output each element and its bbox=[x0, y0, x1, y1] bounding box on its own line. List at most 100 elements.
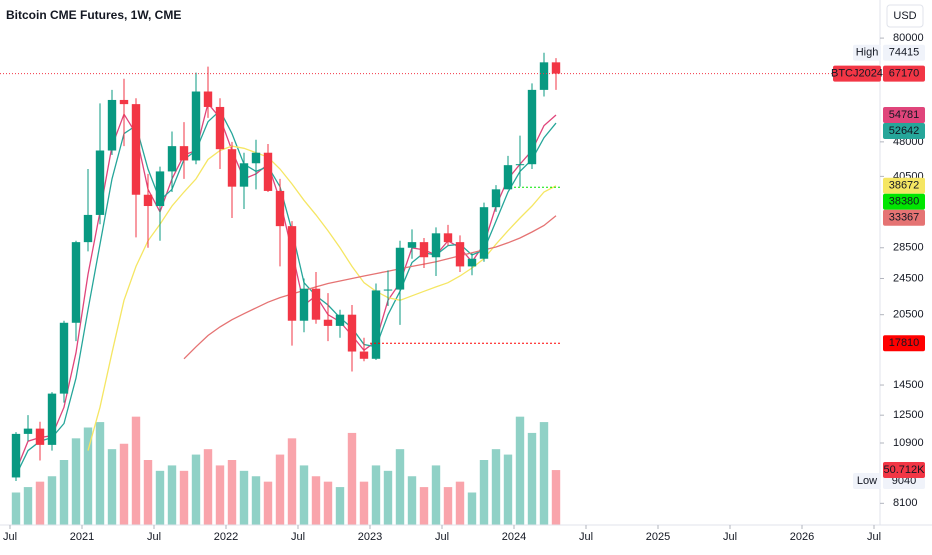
volume-bar bbox=[335, 487, 345, 525]
candle-body bbox=[335, 314, 345, 326]
price-tag-box bbox=[883, 209, 925, 226]
volume-bar bbox=[347, 432, 357, 525]
candle-body bbox=[275, 190, 285, 227]
y-tick-label: 80000 bbox=[893, 32, 924, 44]
y-tick-label: 8100 bbox=[893, 497, 917, 509]
volume-tag-box bbox=[883, 462, 925, 479]
candle-body bbox=[107, 99, 117, 151]
candle-body bbox=[527, 89, 537, 165]
currency[interactable]: USD bbox=[893, 10, 916, 22]
y-tick-label: 20500 bbox=[893, 309, 924, 321]
y-tick-label: 12500 bbox=[893, 409, 924, 421]
candle-body bbox=[347, 314, 357, 352]
price-tag: 52642 bbox=[889, 125, 920, 137]
volume-bar bbox=[527, 432, 537, 525]
volume-bar bbox=[275, 454, 285, 525]
low-label-box bbox=[853, 473, 881, 490]
moving-average bbox=[15, 109, 557, 476]
candle-body bbox=[23, 428, 33, 434]
candle-body bbox=[59, 322, 69, 394]
candle-body bbox=[239, 163, 249, 187]
candle-body bbox=[395, 247, 405, 290]
candle-body bbox=[299, 288, 309, 321]
x-tick-label: Jul bbox=[3, 531, 17, 543]
chart-title: Bitcoin CME Futures, 1W, CME bbox=[6, 8, 181, 22]
candle-body bbox=[11, 433, 21, 478]
volume-bar bbox=[95, 422, 105, 525]
candle-body bbox=[503, 165, 513, 190]
candle-body bbox=[479, 207, 489, 259]
candle-body bbox=[431, 233, 441, 258]
volume-bar bbox=[23, 487, 33, 525]
candle-body bbox=[551, 62, 561, 74]
price-tag: 33367 bbox=[889, 212, 920, 224]
candle-body bbox=[95, 150, 105, 215]
symbol-tag: BTCJ2024 bbox=[831, 68, 883, 80]
volume-bar bbox=[467, 492, 477, 525]
volume-bar bbox=[83, 427, 93, 525]
volume-bar bbox=[551, 470, 561, 525]
candle-body bbox=[407, 242, 417, 248]
volume-bar bbox=[47, 476, 57, 525]
volume-bar bbox=[311, 476, 321, 525]
price-tag-box bbox=[883, 107, 925, 124]
y-tick-label: 10900 bbox=[893, 437, 924, 449]
candle-body bbox=[359, 351, 369, 359]
price-tag-box bbox=[883, 335, 925, 352]
volume-bar bbox=[59, 460, 69, 525]
volume-bar bbox=[479, 460, 489, 525]
price-tag: 38672 bbox=[889, 180, 920, 192]
x-tick-label: Jul bbox=[723, 531, 737, 543]
candle-body bbox=[131, 104, 141, 195]
volume-bar bbox=[359, 481, 369, 525]
x-tick-label: Jul bbox=[435, 531, 449, 543]
price-tag: 54781 bbox=[889, 109, 920, 121]
volume-bar bbox=[179, 470, 189, 525]
currency-button[interactable] bbox=[886, 4, 924, 28]
candle-body bbox=[323, 319, 333, 326]
volume-bar bbox=[215, 465, 225, 525]
high-label: High bbox=[856, 47, 879, 59]
volume-bar bbox=[203, 449, 213, 525]
candle-body bbox=[215, 106, 225, 150]
x-tick-label: 2026 bbox=[790, 531, 814, 543]
symbol-tag-box bbox=[833, 65, 881, 82]
candle-body bbox=[71, 242, 81, 323]
volume-bar bbox=[167, 465, 177, 525]
candle-body bbox=[143, 194, 153, 207]
plot-area bbox=[11, 52, 562, 525]
x-tick-label: Jul bbox=[291, 531, 305, 543]
volume-bar bbox=[287, 438, 297, 525]
volume-bar bbox=[455, 481, 465, 525]
volume-bar bbox=[395, 449, 405, 525]
candle-body bbox=[287, 226, 297, 321]
moving-average bbox=[87, 145, 557, 451]
x-tick-label: 2023 bbox=[358, 531, 382, 543]
volume-bar bbox=[539, 422, 549, 525]
x-tick-label: Jul bbox=[579, 531, 593, 543]
volume-bar bbox=[107, 449, 117, 525]
last-price-box bbox=[883, 65, 925, 82]
candle-body bbox=[227, 149, 237, 187]
x-tick-label: Jul bbox=[147, 531, 161, 543]
candle-body bbox=[419, 242, 429, 258]
volume-bar bbox=[443, 487, 453, 525]
candle-body bbox=[455, 242, 465, 267]
candle-body bbox=[539, 62, 549, 90]
volume-bar bbox=[263, 481, 273, 525]
volume-bar bbox=[11, 492, 21, 525]
volume-tag: 50.712K bbox=[884, 464, 926, 476]
candle-body bbox=[191, 91, 201, 161]
high-value-box bbox=[883, 44, 925, 61]
candle-body bbox=[155, 171, 165, 207]
volume-bar bbox=[371, 465, 381, 525]
last-price: 67170 bbox=[889, 68, 920, 80]
volume-bar bbox=[491, 449, 501, 525]
volume-bar bbox=[119, 443, 129, 525]
volume-bar bbox=[383, 470, 393, 525]
x-tick-label: 2021 bbox=[70, 531, 94, 543]
candle-body bbox=[311, 288, 321, 320]
high-label-box bbox=[853, 44, 881, 61]
volume-bar bbox=[155, 470, 165, 525]
